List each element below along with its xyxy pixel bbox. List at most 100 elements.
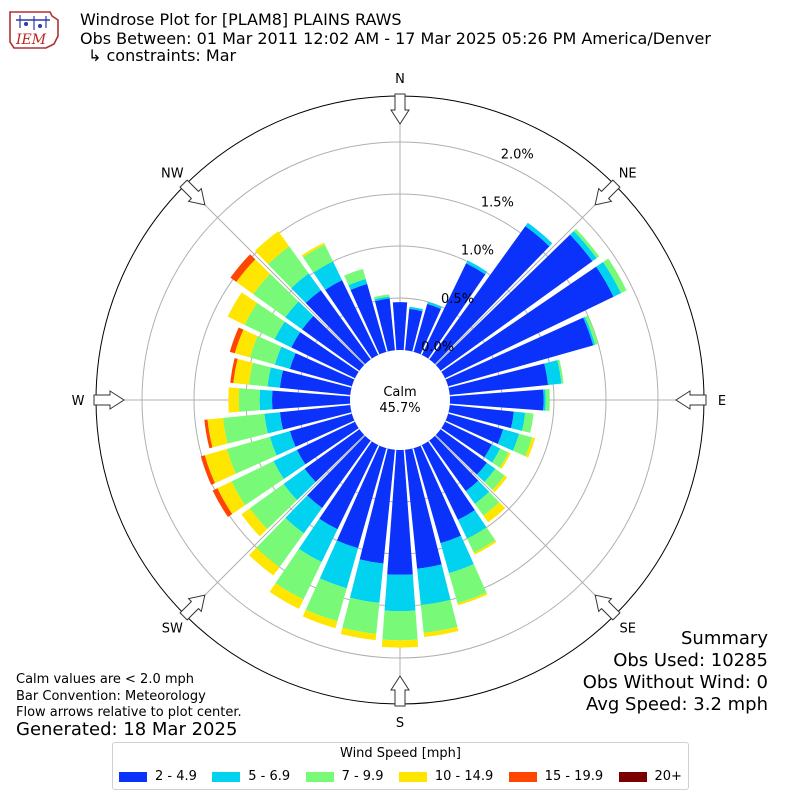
windrose-bar: [249, 483, 298, 530]
windrose-bar: [384, 574, 416, 612]
windrose-bar: [440, 535, 474, 574]
summary-box: Summary Obs Used: 10285 Obs Without Wind…: [583, 628, 768, 716]
windrose-bar: [217, 481, 246, 515]
windrose-bar: [499, 452, 511, 470]
windrose-bar: [421, 263, 486, 359]
windrose-bar: [405, 308, 423, 352]
legend-item: 15 - 19.9: [508, 769, 603, 784]
windrose-bar: [429, 435, 479, 492]
windrose-bar: [264, 412, 283, 434]
logo-text: IEM: [15, 32, 47, 48]
windrose-bar: [435, 429, 487, 475]
windrose-bar: [427, 301, 442, 309]
windrose-bar: [313, 261, 343, 290]
compass-label: N: [395, 72, 405, 87]
windrose-bar: [248, 362, 271, 387]
windrose-bar: [545, 389, 550, 411]
windrose-bar: [273, 449, 306, 479]
windrose-bar: [413, 303, 441, 355]
windrose-bar: [435, 234, 593, 371]
windrose-bar: [227, 292, 258, 325]
windrose-bar: [289, 353, 355, 387]
windrose-bar: [417, 564, 451, 605]
windrose-bar: [473, 540, 497, 555]
windrose-bar: [466, 260, 488, 275]
windrose-bar: [449, 564, 487, 604]
calm-value: 45.7%: [379, 401, 420, 416]
windrose-bar: [359, 448, 395, 564]
windrose-bar: [267, 246, 309, 289]
windrose-bar: [222, 413, 268, 444]
constraint-text: ↳ constraints: Mar: [88, 46, 237, 65]
windrose-bar: [226, 436, 277, 474]
legend: Wind Speed [mph] 2 - 4.9 5 - 6.9 7 - 9.9…: [112, 742, 689, 790]
compass-arrow-icon: [594, 594, 621, 621]
arrow-shape: [390, 93, 410, 125]
windrose-bar: [382, 610, 418, 641]
windrose-bar: [249, 336, 282, 365]
windrose-bar: [349, 559, 384, 603]
legend-swatch: [212, 771, 241, 782]
windrose-bar: [483, 502, 506, 523]
radial-tick-label: 0.0%: [421, 340, 454, 355]
compass-arrow-icon: [179, 179, 206, 206]
windrose-bar: [448, 405, 514, 429]
windrose-bar: [449, 389, 544, 411]
windrose-bar: [344, 268, 366, 286]
windrose-bar: [325, 280, 379, 359]
summary-obs-used: Obs Used: 10285: [613, 650, 768, 671]
summary-obs-without-wind: Obs Without Wind: 0: [582, 672, 768, 693]
windrose-bar: [413, 445, 461, 544]
windrose-bar: [405, 448, 442, 569]
windrose-bar: [603, 258, 627, 294]
windrose-bar: [304, 429, 365, 482]
windrose-bar: [423, 626, 459, 638]
flow-note: Flow arrows relative to plot center.: [16, 705, 242, 720]
legend-label: 5 - 6.9: [248, 769, 291, 784]
windrose-bar: [249, 547, 280, 576]
windrose-bar: [291, 332, 359, 379]
windrose-bar: [231, 461, 284, 506]
generated-date: Generated: 18 Mar 2025: [16, 719, 238, 740]
compass-label: S: [396, 716, 404, 731]
windrose-bar: [573, 228, 600, 259]
legend-item: 5 - 6.9: [212, 769, 290, 784]
angular-gridline: [184, 184, 365, 365]
windrose-bar: [543, 389, 546, 411]
calm-note: Calm values are < 2.0 mph: [16, 672, 195, 687]
windrose-bar: [585, 315, 599, 345]
angular-gridline: [435, 435, 616, 616]
windrose-bar: [492, 448, 509, 468]
windrose-bar: [381, 639, 419, 648]
windrose-bar: [267, 367, 283, 388]
windrose-bar: [445, 317, 594, 387]
chart-subtitle: Obs Between: 01 Mar 2011 12:02 AM - 17 M…: [80, 29, 711, 48]
arrow-shape: [675, 390, 707, 410]
windrose-bar: [557, 359, 564, 384]
windrose-bar: [259, 389, 273, 411]
windrose-bar: [448, 363, 549, 395]
windrose-bar: [207, 417, 228, 448]
windrose-bar: [336, 445, 387, 549]
angular-gridline: [435, 184, 616, 365]
windrose-bar: [342, 597, 380, 634]
windrose-bar: [420, 599, 458, 633]
compass-arrow-icon: [179, 594, 206, 621]
windrose-bar: [570, 231, 597, 262]
windrose-bar: [234, 329, 258, 358]
radial-tick-label: 1.5%: [481, 196, 514, 211]
arrow-shape: [390, 675, 410, 707]
windrose-bar: [374, 296, 390, 302]
windrose-bar: [441, 266, 614, 379]
compass-arrow-icon: [390, 675, 410, 707]
legend-item: 2 - 4.9: [119, 769, 197, 784]
legend-item: 10 - 14.9: [398, 769, 493, 784]
windrose-bar: [497, 429, 520, 451]
arrow-shape: [93, 390, 125, 410]
polar-labels: 0.0% 0.5% 1.0% 1.5% 2.0% N NE E SE S SW W NW: [72, 72, 727, 731]
legend-label: 2 - 4.9: [155, 769, 197, 784]
iem-logo: IEM: [9, 11, 59, 49]
windrose-bar: [319, 441, 379, 530]
compass-arrow-icon: [594, 179, 621, 206]
angular-gridline: [184, 435, 365, 616]
